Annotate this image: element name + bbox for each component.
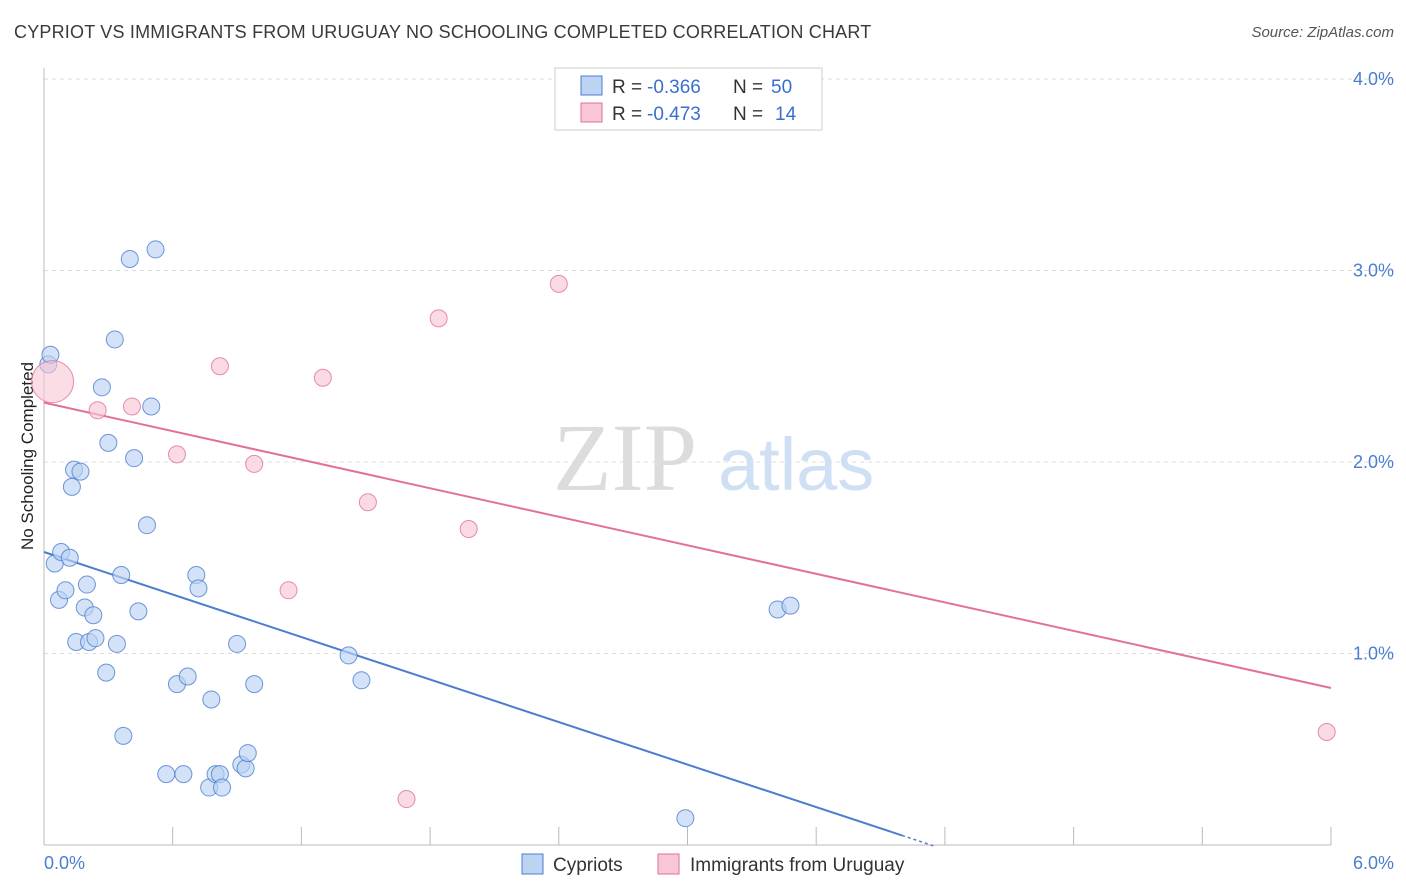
y-tick-label: 3.0% — [1353, 261, 1394, 281]
x-tick-label-max: 6.0% — [1353, 853, 1394, 873]
point-cypriots — [352, 671, 371, 690]
stats-legend-n-value-blue: 50 — [771, 77, 792, 98]
point-cypriots — [112, 565, 131, 584]
point-cypriots — [105, 330, 124, 349]
point-cypriots — [86, 629, 105, 648]
trend-line-cypriots — [43, 551, 903, 837]
point-cypriots — [213, 778, 232, 797]
stats-legend-r-value-pink: -0.473 — [647, 104, 701, 125]
x-ticks — [172, 827, 1332, 845]
stats-legend-r-label-blue: R = — [612, 77, 642, 98]
point-cypriots — [77, 575, 96, 594]
legend-label-uruguay: Immigrants from Uruguay — [690, 855, 905, 876]
y-axis-label: No Schooling Completed — [18, 362, 37, 550]
series-legend: Cypriots Immigrants from Uruguay — [521, 853, 905, 876]
point-cypriots — [245, 675, 264, 694]
point-uruguay — [429, 309, 448, 328]
point-cypriots — [97, 663, 116, 682]
point-uruguay — [122, 397, 141, 416]
stats-legend: R = -0.366 N = 50 R = -0.473 N = 14 — [554, 67, 823, 131]
point-cypriots — [125, 449, 144, 468]
point-uruguay — [459, 520, 478, 539]
point-cypriots — [114, 726, 133, 745]
point-cypriots — [236, 759, 255, 778]
point-uruguay — [397, 790, 416, 809]
point-uruguay — [279, 581, 298, 600]
stats-legend-n-label-pink: N = — [733, 104, 763, 125]
chart-source: Source: ZipAtlas.com — [1251, 24, 1394, 41]
point-uruguay — [210, 357, 229, 376]
point-cypriots — [129, 602, 148, 621]
legend-swatch-uruguay — [657, 853, 680, 875]
watermark-atlas: atlas — [718, 423, 874, 506]
point-uruguay — [88, 401, 107, 420]
stats-legend-r-label-pink: R = — [612, 104, 642, 125]
point-cypriots — [99, 433, 118, 452]
point-cypriots — [62, 477, 81, 496]
stats-legend-n-label-blue: N = — [733, 77, 763, 98]
x-tick-label-min: 0.0% — [44, 853, 85, 873]
point-uruguay — [31, 360, 75, 404]
trend-line-uruguay — [43, 401, 1332, 689]
trend-line-cypriots-extension — [901, 834, 935, 847]
y-tick-label: 2.0% — [1353, 452, 1394, 472]
point-cypriots — [202, 690, 221, 709]
legend-swatch-cypriots — [521, 853, 544, 875]
watermark-zip: ZIP — [553, 404, 697, 511]
data-points — [31, 240, 1336, 828]
point-cypriots — [781, 596, 800, 615]
point-cypriots — [56, 581, 75, 600]
point-uruguay — [167, 445, 186, 464]
point-cypriots — [84, 606, 103, 625]
point-cypriots — [71, 462, 90, 481]
point-cypriots — [146, 240, 165, 259]
point-cypriots — [60, 548, 79, 567]
chart-title: CYPRIOT VS IMMIGRANTS FROM URUGUAY NO SC… — [14, 22, 872, 42]
point-cypriots — [174, 765, 193, 784]
point-cypriots — [92, 378, 111, 397]
point-uruguay — [1317, 723, 1336, 742]
point-cypriots — [238, 744, 257, 763]
stats-legend-swatch-pink — [580, 102, 603, 123]
point-uruguay — [549, 274, 568, 293]
gridlines — [44, 78, 1394, 654]
y-tick-label: 4.0% — [1353, 69, 1394, 89]
point-cypriots — [107, 634, 126, 653]
point-cypriots — [339, 646, 358, 665]
point-cypriots — [142, 397, 161, 416]
legend-label-cypriots: Cypriots — [553, 855, 623, 876]
point-cypriots — [137, 516, 156, 535]
trend-lines — [43, 401, 1332, 847]
watermark: ZIP atlas — [553, 404, 874, 511]
point-cypriots — [120, 250, 139, 269]
point-cypriots — [228, 634, 247, 653]
point-cypriots — [189, 579, 208, 598]
stats-legend-n-value-pink: 14 — [775, 104, 797, 125]
point-cypriots — [676, 809, 695, 828]
point-uruguay — [358, 493, 377, 512]
stats-legend-r-value-blue: -0.366 — [647, 77, 701, 98]
point-uruguay — [245, 454, 264, 473]
point-uruguay — [313, 368, 332, 387]
stats-legend-swatch-blue — [580, 75, 603, 96]
point-cypriots — [178, 667, 197, 686]
point-cypriots — [157, 765, 176, 784]
y-tick-label: 1.0% — [1353, 644, 1394, 664]
y-tick-labels: 1.0% 2.0% 3.0% 4.0% — [1353, 69, 1394, 664]
